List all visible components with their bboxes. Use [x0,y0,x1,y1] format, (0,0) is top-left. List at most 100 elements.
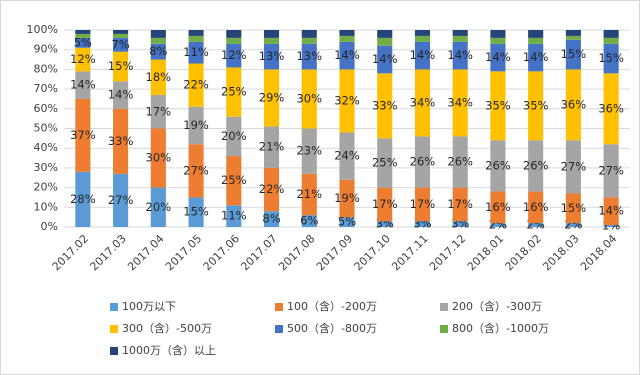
y-tick-label: 90% [34,43,58,56]
bar-segment [377,73,393,139]
bar-segment [339,41,355,70]
data-label: 17% [410,197,436,211]
data-label: 12% [221,48,247,62]
data-label: 13% [259,49,285,63]
bar-segment [377,37,393,46]
data-label: 28% [70,192,96,206]
bar-segment [528,43,544,72]
bar-segment [150,187,166,227]
bar-segment [414,187,431,222]
data-label: 13% [296,49,322,63]
bar-segment [339,217,355,227]
bar-segment [113,173,129,227]
data-label: 15% [561,47,587,61]
bar-segment [75,33,91,38]
bar-segment [565,30,581,36]
bar-segment [565,193,581,224]
y-tick-label: 60% [34,102,58,115]
bar-segment [490,191,506,224]
bar-segment [75,37,91,48]
data-label: 15% [108,59,134,73]
y-tick-label: 100% [27,23,58,36]
bar-segment [113,33,129,38]
data-label: 20% [146,200,172,214]
data-label: 14% [410,48,436,62]
bar-segment [452,221,468,227]
data-label: 11% [183,45,209,59]
bar-segment [150,43,166,60]
bar-segment [452,136,468,188]
data-label: 26% [523,158,549,172]
data-label: 25% [221,85,247,99]
bar-segment [603,43,619,74]
bar-segment [301,37,317,44]
data-label: 17% [146,104,172,118]
bar-segment [75,30,91,34]
data-label: 33% [372,98,398,112]
bar-segment [452,35,468,42]
bar-segment [377,221,393,227]
bar-segment [113,37,129,52]
data-label: 8% [262,212,280,226]
data-label: 14% [523,50,549,64]
bar-segment [263,126,280,168]
data-label: 15% [183,205,209,219]
bar-segment [603,197,619,226]
bar-segment [339,179,355,218]
legend-swatch [440,303,448,311]
bar-segment [263,37,280,44]
legend-swatch [110,347,118,355]
legend-swatch [110,325,118,333]
data-label: 17% [372,197,398,211]
bar-segment [188,63,204,107]
bar-segment [226,30,242,38]
bar-segment [301,69,317,129]
legend-swatch [110,303,118,311]
bar-segment [150,59,166,96]
data-label: 26% [410,154,436,168]
bar-segment [565,223,581,227]
bar-segment [150,128,166,188]
legend-label: 300（含）-500万 [122,321,212,335]
data-label: 18% [146,70,172,84]
data-label: 30% [296,91,322,105]
y-tick-label: 70% [34,82,58,95]
data-label: 23% [296,144,322,158]
bar-segment [528,71,544,141]
data-label: 21% [259,140,285,154]
data-label: 15% [561,201,587,215]
legend-label: 500（含）-800万 [287,321,377,335]
y-tick-label: 20% [34,181,58,194]
data-label: 14% [70,78,96,92]
data-label: 33% [108,134,134,148]
bar-segment [452,41,468,70]
data-label: 36% [598,101,624,115]
bar-segment [490,37,506,44]
bar-segment [188,106,204,145]
bar-segment [75,171,91,227]
bar-segment [452,30,468,36]
bar-segment [414,221,431,227]
bar-segment [528,223,544,227]
bar-segment [414,35,431,42]
data-label: 7% [111,37,129,51]
bar-segment [301,128,317,174]
bar-segment [452,69,468,137]
y-tick-label: 0% [41,220,58,233]
bar-segment [603,30,619,38]
bar-segment [565,140,581,194]
data-label: 22% [259,182,285,196]
bar-segment [75,98,91,172]
data-label: 12% [70,52,96,66]
data-label: 21% [296,187,322,201]
bar-segment [490,43,506,72]
bar-segment [301,215,317,227]
bar-segment [263,167,280,212]
data-label: 27% [108,193,134,207]
data-label: 14% [598,204,624,218]
bar-segment [490,71,506,141]
y-tick-label: 10% [34,200,58,213]
bar-segment [226,43,242,68]
data-label: 19% [334,191,360,205]
